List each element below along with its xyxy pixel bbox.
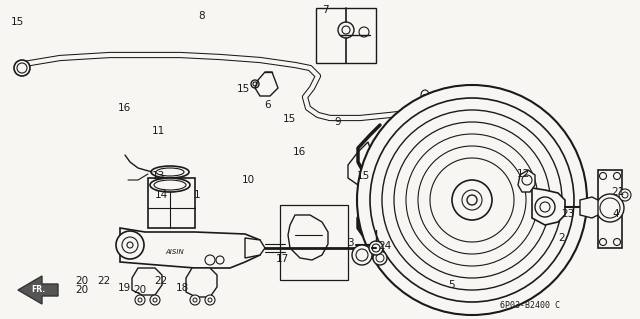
Polygon shape	[518, 170, 535, 192]
Circle shape	[365, 241, 379, 255]
Circle shape	[600, 173, 607, 180]
Text: 20: 20	[133, 285, 146, 295]
Text: 8: 8	[198, 11, 205, 21]
Text: 19: 19	[118, 283, 131, 293]
Bar	[280, 205, 348, 280]
Circle shape	[190, 295, 200, 305]
Text: 4: 4	[612, 209, 619, 219]
Circle shape	[382, 110, 562, 290]
Circle shape	[614, 239, 621, 246]
Text: 15: 15	[357, 171, 370, 181]
Polygon shape	[532, 188, 565, 225]
Circle shape	[150, 295, 160, 305]
Text: 5: 5	[448, 279, 454, 290]
Text: 6P03-B2400 C: 6P03-B2400 C	[500, 301, 560, 310]
Circle shape	[596, 194, 624, 222]
Text: 11: 11	[152, 126, 165, 137]
Text: 15: 15	[237, 84, 250, 94]
Circle shape	[535, 197, 555, 217]
Circle shape	[373, 251, 387, 265]
Circle shape	[370, 98, 574, 302]
Text: 7: 7	[322, 5, 328, 15]
Circle shape	[600, 239, 607, 246]
Polygon shape	[120, 228, 260, 268]
Text: 15: 15	[283, 114, 296, 124]
Polygon shape	[580, 197, 598, 218]
Circle shape	[357, 85, 587, 315]
Circle shape	[369, 241, 383, 255]
Text: 22: 22	[97, 276, 110, 286]
Circle shape	[135, 295, 145, 305]
Text: FR.: FR.	[31, 286, 45, 294]
Text: 14: 14	[155, 190, 168, 200]
Circle shape	[216, 256, 224, 264]
Circle shape	[522, 175, 532, 185]
Text: 1: 1	[194, 190, 200, 200]
Text: 9: 9	[335, 117, 341, 127]
Circle shape	[430, 158, 514, 242]
Circle shape	[17, 63, 27, 73]
Text: 16: 16	[118, 103, 131, 114]
Circle shape	[418, 146, 526, 254]
Text: 22: 22	[155, 276, 168, 286]
Circle shape	[205, 295, 215, 305]
Text: 17: 17	[276, 254, 289, 264]
Text: 3: 3	[348, 238, 354, 248]
Circle shape	[352, 245, 372, 265]
Text: 24: 24	[379, 241, 392, 251]
Text: 2: 2	[559, 233, 565, 243]
Circle shape	[462, 190, 482, 210]
Text: 16: 16	[293, 147, 306, 158]
Ellipse shape	[150, 178, 190, 192]
Circle shape	[452, 180, 492, 220]
Polygon shape	[18, 276, 58, 304]
Circle shape	[394, 122, 550, 278]
Text: 20: 20	[76, 276, 88, 286]
Polygon shape	[186, 268, 217, 297]
Circle shape	[205, 255, 215, 265]
Text: 18: 18	[176, 283, 189, 293]
Circle shape	[415, 105, 421, 111]
Bar	[316, 8, 376, 63]
Text: 15: 15	[12, 17, 24, 27]
Text: 6: 6	[264, 100, 271, 110]
Circle shape	[619, 189, 631, 201]
Polygon shape	[598, 170, 622, 248]
Polygon shape	[148, 178, 195, 228]
Circle shape	[424, 114, 436, 126]
Circle shape	[116, 231, 144, 259]
Text: 21: 21	[611, 187, 624, 197]
Text: AISIN: AISIN	[166, 249, 184, 255]
Text: 13: 13	[152, 171, 165, 181]
Text: 20: 20	[76, 285, 88, 295]
Text: 10: 10	[242, 175, 255, 185]
Polygon shape	[245, 238, 265, 258]
Circle shape	[467, 195, 477, 205]
Polygon shape	[132, 268, 162, 295]
Circle shape	[406, 134, 538, 266]
Text: 12: 12	[517, 169, 530, 179]
Circle shape	[14, 60, 30, 76]
Circle shape	[614, 173, 621, 180]
Text: 23: 23	[562, 209, 575, 219]
Circle shape	[412, 102, 424, 114]
